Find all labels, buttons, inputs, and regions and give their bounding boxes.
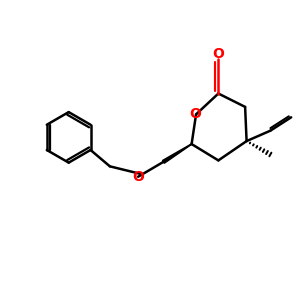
Text: O: O [190, 107, 201, 121]
Polygon shape [163, 144, 192, 163]
Text: O: O [212, 47, 224, 61]
Text: O: O [132, 170, 144, 184]
